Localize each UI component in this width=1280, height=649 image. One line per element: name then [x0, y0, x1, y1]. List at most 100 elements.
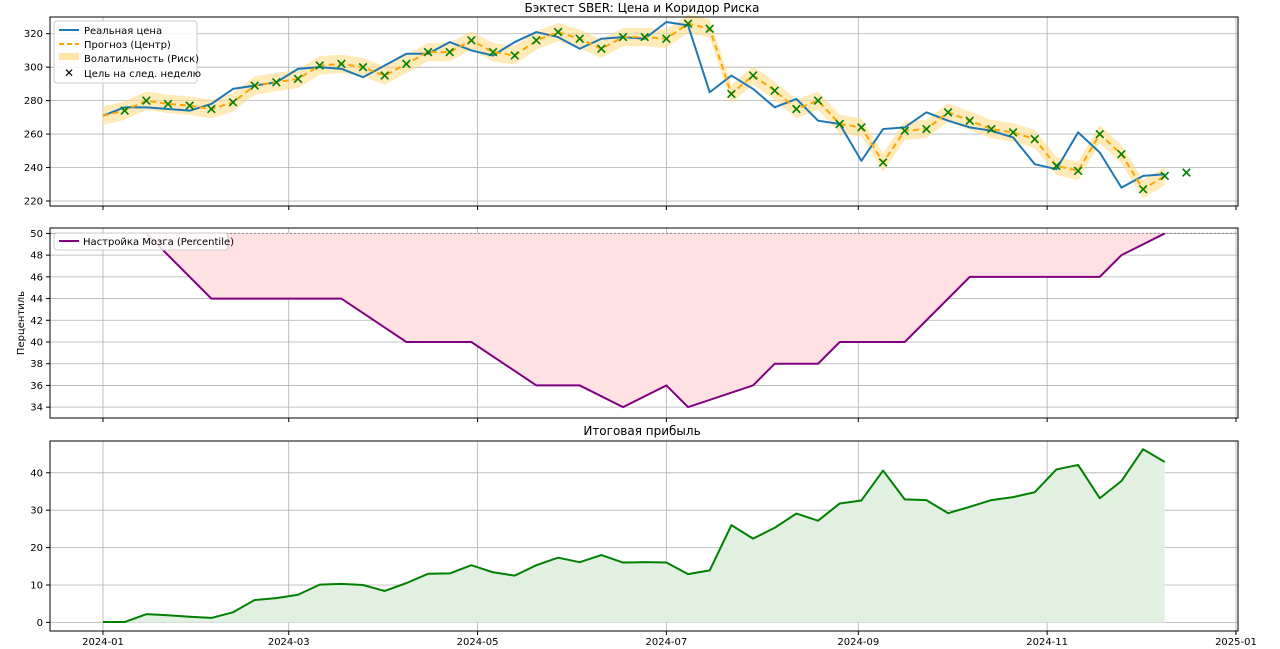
target-marker	[532, 36, 541, 45]
target-marker	[618, 32, 628, 42]
legend-target-swatch: ✕	[64, 66, 74, 80]
target-marker	[120, 106, 130, 116]
target-marker	[553, 27, 563, 37]
x-tick-label: 2024-05	[457, 637, 499, 648]
target-marker	[662, 34, 671, 44]
legend-brain-label: Настройка Мозга (Percentile)	[83, 237, 234, 248]
legend-percentile: Настройка Мозга (Percentile)	[53, 232, 234, 251]
target-marker	[813, 96, 823, 105]
target-marker	[380, 71, 390, 80]
target-marker	[250, 81, 260, 90]
y-tick-label: 40	[30, 338, 43, 349]
y-tick-label: 280	[24, 96, 43, 107]
panel-percentile: 34 36 38 40 42 44 46 48 50 Перцентиль Настройка …	[16, 227, 1239, 422]
profit-line	[103, 448, 1166, 624]
y-tick-label: 300	[24, 63, 43, 74]
target-marker	[401, 59, 411, 69]
target-marker	[358, 62, 368, 72]
panel-price-frame	[49, 16, 1239, 207]
target-marker	[423, 47, 433, 57]
target-marker	[857, 123, 866, 132]
y-tick-label: 260	[24, 130, 43, 141]
x-tick-label: 2024-07	[645, 637, 687, 648]
target-marker	[1117, 149, 1126, 159]
target-marker	[575, 34, 585, 44]
percentile-line	[145, 232, 1166, 409]
y-tick-label: 36	[30, 381, 43, 392]
target-marker	[943, 107, 953, 117]
target-marker	[293, 74, 303, 84]
y-tick-label: 34	[30, 403, 43, 414]
panel-price: Бэктест SBER: Цена и Коридор Риска 220 24…	[24, 1, 1239, 210]
target-marker	[271, 77, 281, 87]
y-tick-label: 320	[24, 29, 43, 40]
target-marker	[467, 36, 476, 45]
panel-profit-frame	[49, 440, 1239, 632]
legend-target-label: Цель на след. неделю	[84, 69, 201, 80]
target-marker	[727, 89, 736, 99]
y-tick-label: 38	[30, 359, 43, 370]
percentile-fill	[146, 233, 1165, 408]
legend-forecast-label: Прогноз (Центр)	[84, 40, 171, 51]
volatility-band	[103, 14, 1165, 199]
legend-band-label: Волатильность (Риск)	[84, 54, 199, 65]
target-marker	[510, 51, 520, 60]
target-marker	[1160, 171, 1170, 181]
target-marker	[1008, 128, 1018, 137]
target-marker	[1095, 129, 1105, 139]
target-marker	[1052, 161, 1061, 171]
target-marker	[445, 47, 455, 57]
legend-band-swatch	[59, 53, 79, 60]
y-tick-label: 20	[30, 543, 43, 554]
target-marker	[1073, 166, 1083, 176]
panel-percentile-ylabel: Перцентиль	[16, 291, 27, 355]
y-tick-label: 40	[30, 468, 43, 479]
x-tick-label: 2024-03	[268, 637, 310, 648]
target-marker	[336, 59, 346, 69]
x-tick-label: 2024-01	[82, 637, 124, 648]
y-tick-label: 50	[30, 229, 43, 240]
x-tick-label: 2025-01	[1215, 637, 1257, 648]
target-marker	[228, 97, 238, 107]
profit-fill	[103, 449, 1165, 623]
target-marker	[900, 126, 910, 136]
legend-real-label: Реальная цена	[84, 26, 162, 37]
panel-percentile-frame	[49, 227, 1239, 419]
target-marker	[315, 61, 325, 70]
y-tick-label: 42	[30, 316, 43, 327]
target-marker	[640, 32, 650, 42]
y-tick-label: 220	[24, 196, 43, 207]
y-tick-label: 10	[30, 580, 43, 591]
target-marker	[597, 44, 606, 54]
target-marker	[770, 86, 780, 95]
x-tick-label: 2024-09	[837, 637, 879, 648]
real-price-line	[102, 21, 1165, 189]
target-marker	[141, 96, 151, 105]
forecast-line	[102, 22, 1166, 191]
y-tick-label: 240	[24, 163, 43, 174]
panel-profit: Итоговая прибыль 0 10 20 30 40 2024-01 2024-03…	[30, 424, 1257, 648]
target-marker	[185, 101, 195, 111]
target-marker	[488, 47, 498, 57]
panel-price-title: Бэктест SBER: Цена и Коридор Риска	[524, 1, 759, 15]
target-marker	[163, 99, 173, 109]
y-tick-label: 30	[30, 506, 43, 517]
target-marker	[835, 119, 845, 129]
y-tick-label: 46	[30, 272, 43, 283]
target-marker	[987, 124, 996, 134]
x-tick-label: 2024-11	[1026, 637, 1068, 648]
target-marker	[206, 104, 216, 114]
target-marker	[1030, 134, 1040, 144]
legend-price: Реальная цена Прогноз (Центр) Волатильно…	[53, 20, 201, 84]
y-tick-label: 48	[30, 251, 43, 262]
target-marker	[878, 158, 888, 167]
y-tick-label: 0	[37, 618, 43, 629]
panel-profit-title: Итоговая прибыль	[583, 424, 700, 438]
target-marker	[922, 124, 931, 134]
target-marker	[748, 71, 758, 80]
target-marker	[705, 24, 715, 34]
target-marker	[683, 19, 693, 29]
target-marker	[1182, 168, 1191, 177]
target-marker	[965, 116, 975, 126]
